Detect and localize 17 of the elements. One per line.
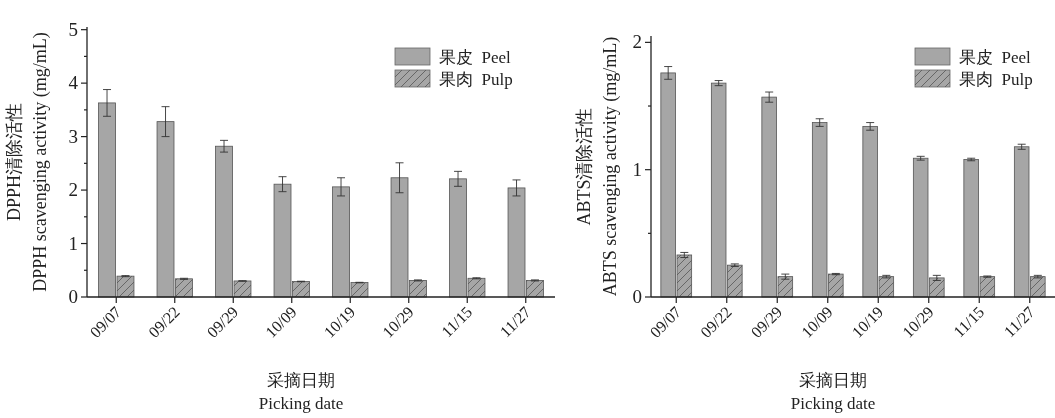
legend-label: 果皮 Peel — [959, 48, 1032, 67]
y-tick-label: 0 — [632, 286, 642, 307]
y-tick-label: 3 — [68, 125, 78, 147]
legend-label: 果肉 Pulp — [439, 70, 513, 89]
y-tick-label: 4 — [68, 72, 79, 94]
y-tick-label: 1 — [632, 158, 642, 180]
x-axis-title: 采摘日期 Picking date — [258, 371, 344, 413]
legend-label: 果皮 Peel — [439, 48, 512, 67]
x-axis-title: 采摘日期 Picking date — [790, 371, 876, 413]
y-tick-label: 0 — [68, 286, 78, 307]
y-tick-label: 2 — [68, 179, 78, 201]
y-tick-label: 1 — [68, 232, 78, 254]
y-axis-title: DPPH清除活性 DPPH scavenging activity (mg/mL) — [4, 32, 51, 292]
y-axis-title: ABTS清除活性 ABTS scavenging activity (mg/mL) — [574, 36, 621, 297]
legend-label: 果肉 Pulp — [959, 70, 1033, 89]
y-tick-label: 5 — [68, 18, 78, 40]
y-tick-label: 2 — [632, 31, 642, 53]
